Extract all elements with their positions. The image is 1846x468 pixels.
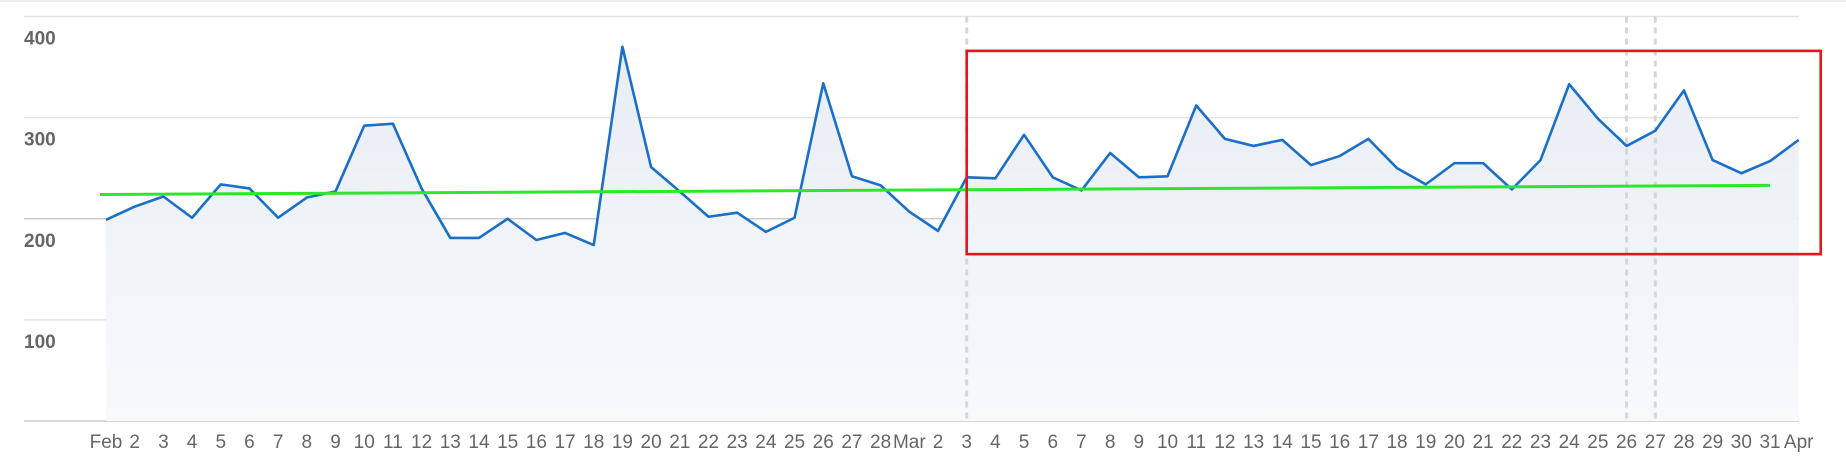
x-tick-label: 25: [784, 432, 805, 453]
x-tick-label: 28: [1673, 432, 1694, 453]
x-tick-label: 4: [990, 432, 1001, 453]
x-tick-label: 5: [215, 432, 226, 453]
trend-line: [99, 183, 1771, 196]
x-tick-label: 10: [1157, 432, 1178, 453]
x-tick-label: 20: [641, 432, 662, 453]
x-tick-label: 10: [354, 432, 375, 453]
x-tick-label: 6: [244, 432, 255, 453]
x-tick-label: 7: [273, 432, 284, 453]
highlight-box: [965, 49, 1823, 256]
y-tick-label: 100: [24, 332, 56, 353]
x-tick-label: 5: [1019, 432, 1030, 453]
x-tick-label: 26: [813, 432, 834, 453]
y-tick-label: 200: [24, 231, 56, 252]
area: [106, 46, 1799, 422]
x-tick-label: 17: [1358, 432, 1379, 453]
x-tick-label: 16: [526, 432, 547, 453]
x-tick-label: 4: [187, 432, 198, 453]
x-tick-label: 8: [302, 432, 313, 453]
x-tick-label: 31: [1759, 432, 1780, 453]
x-tick-label: 6: [1047, 432, 1058, 453]
x-tick-label: 17: [554, 432, 575, 453]
x-tick-label: 28: [870, 432, 891, 453]
x-tick-label: 19: [612, 432, 633, 453]
x-tick-label: 2: [129, 432, 140, 453]
data-line: [105, 45, 1800, 247]
x-tick-label: 21: [669, 432, 690, 453]
x-tick-label: 15: [1300, 432, 1321, 453]
x-tick-label: 12: [1214, 432, 1235, 453]
x-tick-label: 18: [583, 432, 604, 453]
y-tick-label: 400: [24, 29, 56, 50]
x-tick-label: 23: [1530, 432, 1551, 453]
x-tick-label: Apr: [1784, 432, 1814, 453]
x-tick-label: 8: [1105, 432, 1116, 453]
x-tick-label: 24: [1559, 432, 1581, 453]
x-tick-label: 23: [727, 432, 748, 453]
x-tick-label: 29: [1702, 432, 1723, 453]
x-tick-label: 25: [1587, 432, 1608, 453]
x-tick-label: Feb: [90, 432, 123, 453]
x-tick-label: 14: [468, 432, 490, 453]
x-tick-label: 9: [1134, 432, 1145, 453]
x-tick-label: 11: [1186, 432, 1206, 453]
x-tick-label: 13: [440, 432, 461, 453]
x-tick-label: 7: [1076, 432, 1087, 453]
x-tick-label: 11: [383, 432, 403, 453]
x-tick-label: 12: [411, 432, 432, 453]
x-tick-label: 13: [1243, 432, 1264, 453]
x-tick-label: 9: [330, 432, 341, 453]
x-tick-label: 19: [1415, 432, 1436, 453]
x-tick-label: 3: [961, 432, 972, 453]
y-tick-label: 300: [24, 130, 56, 151]
x-tick-label: 26: [1616, 432, 1637, 453]
x-tick-label: 27: [1645, 432, 1666, 453]
x-tick-label: Mar: [893, 432, 926, 453]
x-tick-label: 22: [1501, 432, 1522, 453]
x-tick-label: 16: [1329, 432, 1350, 453]
x-tick-label: 14: [1272, 432, 1294, 453]
x-tick-label: 2: [933, 432, 944, 453]
x-tick-label: 22: [698, 432, 719, 453]
x-tick-label: 24: [755, 432, 777, 453]
x-tick-label: 3: [158, 432, 169, 453]
x-tick-label: 20: [1444, 432, 1465, 453]
x-tick-label: 21: [1473, 432, 1494, 453]
x-tick-label: 18: [1386, 432, 1407, 453]
x-tick-label: 30: [1731, 432, 1752, 453]
x-tick-label: 27: [841, 432, 862, 453]
x-tick-label: 15: [497, 432, 518, 453]
